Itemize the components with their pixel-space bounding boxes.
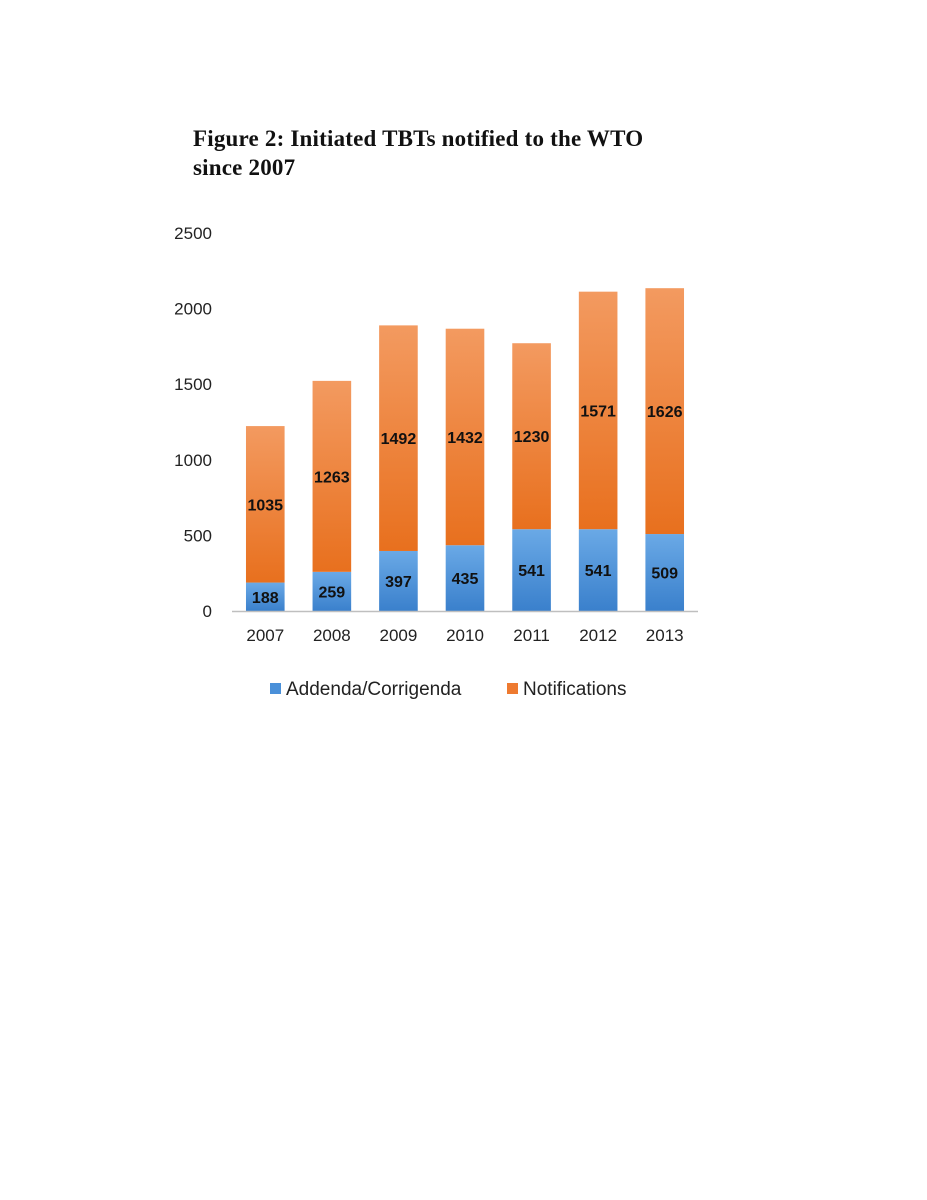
figure-title: Figure 2: Initiated TBTs notified to the… — [193, 124, 713, 182]
legend-item-notifications: Notifications — [507, 679, 627, 700]
bar-addenda-2008 — [312, 571, 352, 611]
bar-addenda-2011 — [512, 529, 551, 611]
data-label-notifications-2009: 1492 — [381, 431, 417, 448]
data-label-notifications-2007: 1035 — [247, 497, 283, 514]
y-tick-label: 2500 — [174, 224, 212, 243]
bar-addenda-2012 — [578, 529, 618, 611]
data-label-addenda-2008: 259 — [319, 584, 346, 601]
legend-item-addenda: Addenda/Corrigenda — [270, 679, 462, 700]
bar-notifications-2012 — [578, 291, 618, 530]
bar-notifications-2009 — [379, 325, 418, 551]
bar-notifications-2013 — [645, 288, 685, 535]
bar-addenda-2013 — [645, 534, 685, 611]
figure-title-line-1: Figure 2: Initiated TBTs notified to the… — [193, 126, 644, 151]
data-label-addenda-2007: 188 — [252, 590, 279, 607]
x-tick-label: 2011 — [513, 626, 550, 645]
y-tick-label: 1500 — [174, 375, 212, 394]
bar-addenda-2010 — [445, 545, 485, 611]
bar-notifications-2010 — [445, 328, 485, 546]
figure-title-line-2: since 2007 — [193, 155, 296, 180]
data-labels: 188 1035 259 1263 397 1492 435 1432 541 1230 541 15… — [247, 403, 682, 606]
data-label-notifications-2011: 1230 — [514, 429, 550, 446]
y-axis-ticks: 0 500 1000 1500 2000 2500 — [174, 224, 212, 621]
data-label-addenda-2013: 509 — [651, 566, 678, 583]
bar-addenda-2009 — [379, 550, 418, 611]
bar-addenda-2007 — [245, 582, 285, 611]
x-tick-label: 2008 — [313, 626, 351, 645]
data-label-notifications-2010: 1432 — [447, 430, 483, 447]
x-tick-label: 2013 — [646, 626, 684, 645]
bar-notifications-2011 — [512, 343, 551, 530]
y-tick-label: 0 — [203, 602, 212, 621]
bar-notifications-2007 — [245, 426, 285, 583]
data-label-notifications-2013: 1626 — [647, 404, 683, 421]
y-tick-label: 1000 — [174, 451, 212, 470]
legend: Addenda/Corrigenda Notifications — [270, 679, 627, 700]
x-axis-ticks: 2007 2008 2009 2010 2011 2012 2013 — [246, 626, 683, 645]
x-tick-label: 2009 — [380, 626, 418, 645]
stacked-bar-chart: 0 500 1000 1500 2000 2500 2007 2008 2009 2010 201… — [174, 224, 698, 700]
data-label-addenda-2011: 541 — [518, 563, 545, 580]
legend-swatch — [507, 683, 518, 694]
x-tick-label: 2012 — [579, 626, 617, 645]
bar-notifications-2008 — [312, 380, 352, 572]
x-tick-label: 2010 — [446, 626, 484, 645]
data-label-addenda-2009: 397 — [385, 574, 412, 591]
y-tick-label: 2000 — [174, 300, 212, 319]
x-tick-label: 2007 — [246, 626, 284, 645]
data-label-addenda-2010: 435 — [452, 571, 479, 588]
y-tick-label: 500 — [184, 526, 212, 545]
data-label-notifications-2008: 1263 — [314, 469, 350, 486]
legend-label: Addenda/Corrigenda — [286, 679, 462, 700]
bars — [245, 288, 685, 611]
legend-swatch — [270, 683, 281, 694]
data-label-notifications-2012: 1571 — [580, 403, 616, 420]
legend-label: Notifications — [523, 679, 627, 700]
data-label-addenda-2012: 541 — [585, 563, 612, 580]
